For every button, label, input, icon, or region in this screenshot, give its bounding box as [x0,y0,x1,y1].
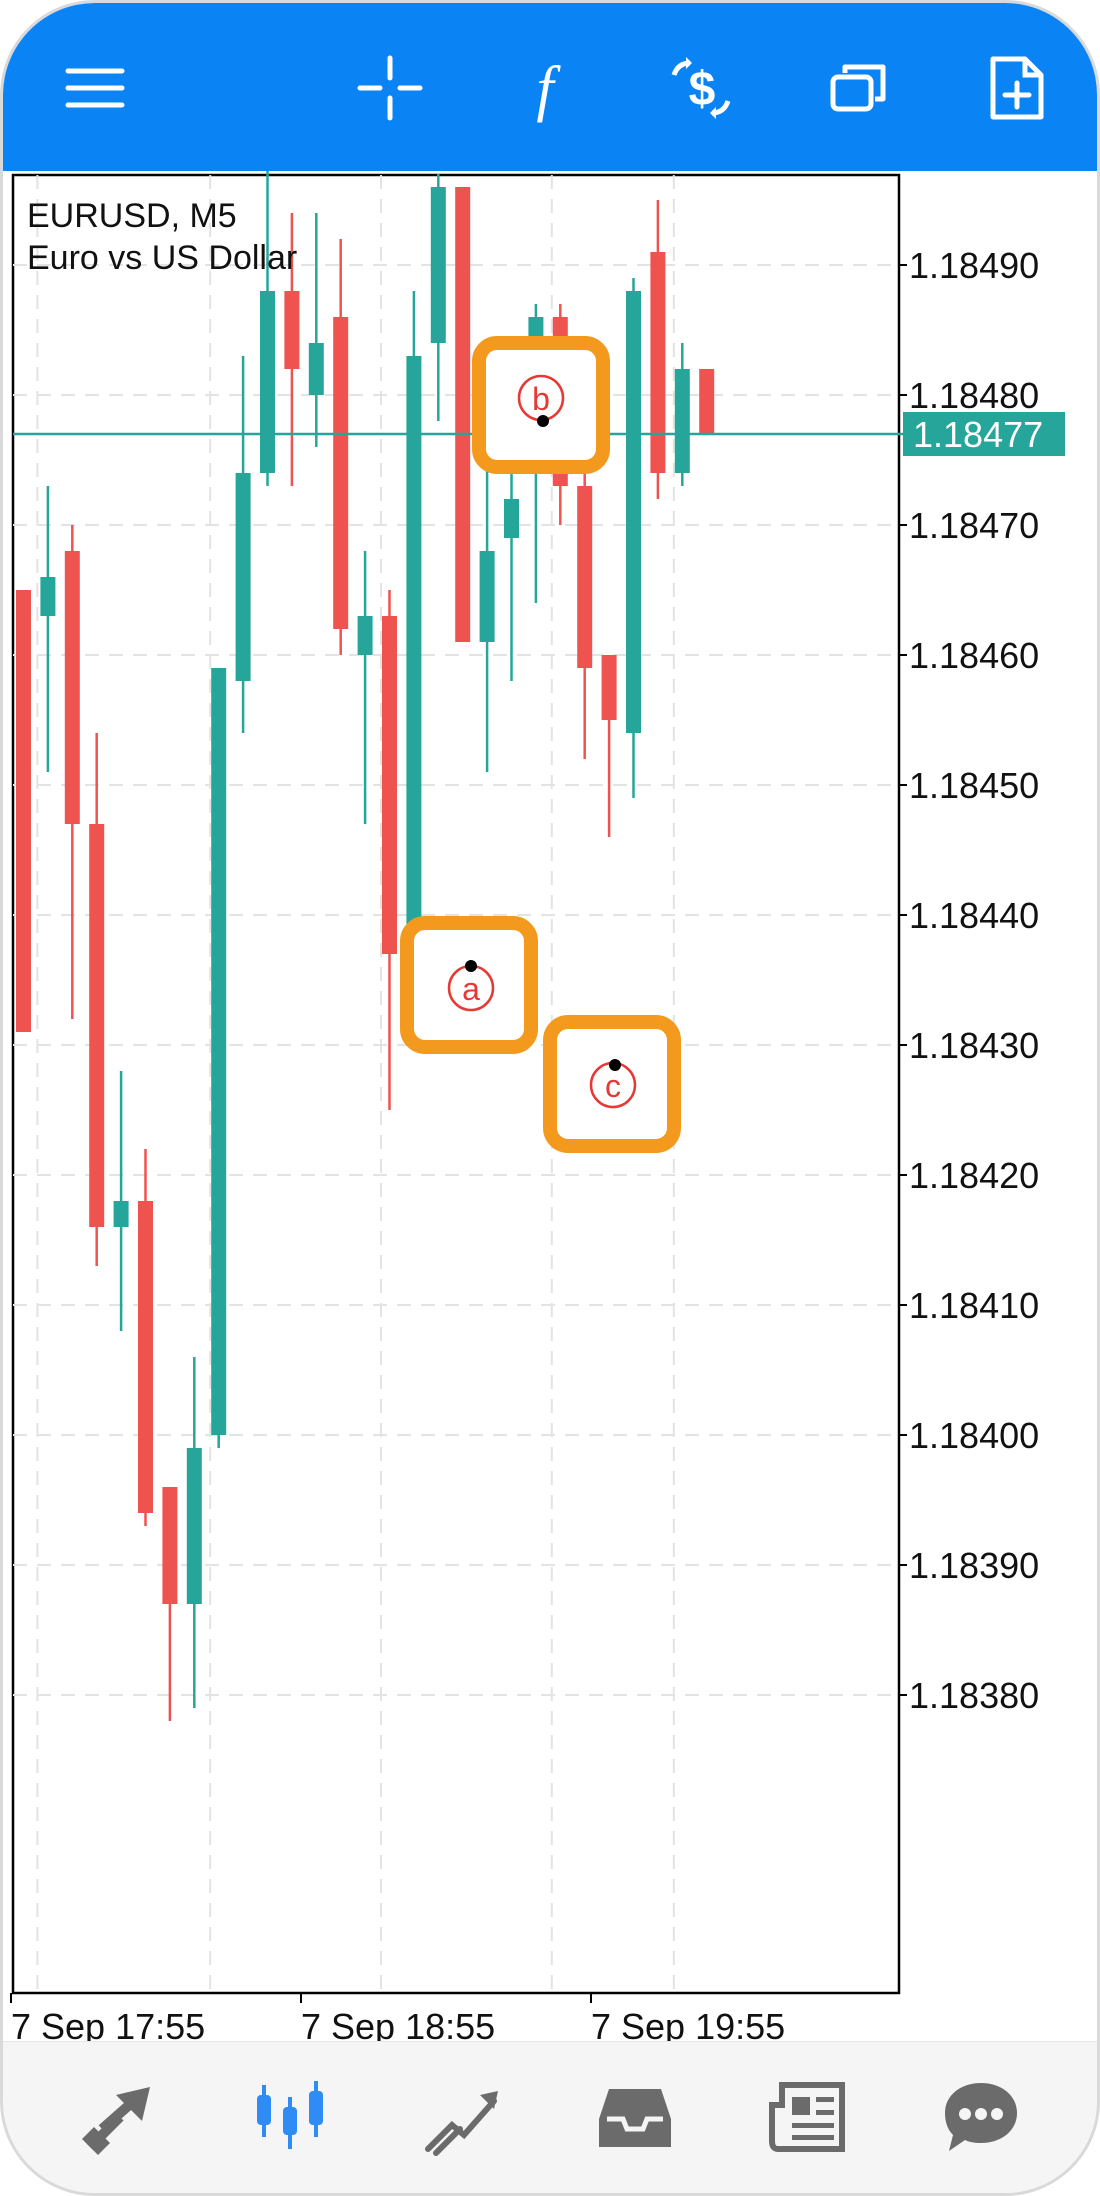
candle-body [89,824,105,1227]
current-price-label: 1.18477 [913,414,1043,455]
chart-info: EURUSD, M5 Euro vs US Dollar [27,195,297,279]
y-tick-label: 1.18400 [909,1415,1039,1456]
anchor-dot-a [465,960,477,972]
candle-body [113,1201,129,1227]
y-tick-label: 1.18490 [909,245,1039,286]
history-icon[interactable] [580,2062,690,2172]
candle-body [479,551,495,642]
svg-text:f: f [536,55,561,123]
symbol-timeframe: EURUSD, M5 [27,197,237,235]
x-tick-label: 7 Sep 19:55 [591,2006,785,2041]
highlight-box-a [400,916,538,1054]
chart-area[interactable]: 1.185001.184901.184801.184701.184601.184… [3,96,1097,2047]
candle-body [455,187,471,642]
y-tick-label: 1.18450 [909,765,1039,806]
anchor-dot-c [609,1059,621,1071]
new-order-icon[interactable] [971,43,1061,133]
trade-icon[interactable]: $ [656,43,746,133]
candlestick-chart[interactable]: 1.185001.184901.184801.184701.184601.184… [3,96,1097,2047]
top-toolbar: f $ [3,3,1097,171]
y-tick-label: 1.18380 [909,1675,1039,1716]
candle-body [40,577,56,616]
candle-body [138,1201,153,1513]
wave-label-c: c [605,1068,621,1104]
x-tick-label: 7 Sep 18:55 [301,2006,495,2041]
function-icon[interactable]: f [500,43,590,133]
candle-body [260,291,275,473]
wave-label-b: b [532,381,550,417]
candle-body [64,551,80,824]
quotes-icon[interactable] [65,2062,175,2172]
y-tick-label: 1.18460 [909,635,1039,676]
candle-body [504,499,519,538]
bottom-navigation [3,2041,1097,2193]
current-price-badge [903,412,1065,456]
y-tick-label: 1.18440 [909,895,1039,936]
crosshair-icon[interactable] [345,43,435,133]
candle-body [162,1487,178,1604]
candle-body [186,1448,202,1604]
candle-body [577,486,593,668]
candle-body [626,291,641,733]
windows-icon[interactable] [813,43,903,133]
anchor-dot-b [537,415,549,427]
candle-body [699,369,715,434]
candle-body [406,356,422,954]
highlight-box-b [472,336,610,474]
y-tick-label: 1.18410 [909,1285,1039,1326]
highlight-box-c [543,1015,681,1153]
y-tick-label: 1.18480 [909,375,1039,416]
y-tick-label: 1.18420 [909,1155,1039,1196]
candle-body [211,668,227,1435]
candle-body [674,369,690,473]
candle-body [308,343,324,395]
candle-body [382,616,397,954]
candle-body [16,590,31,1032]
candle-body [235,473,251,681]
wave-label-a: a [462,971,480,1007]
candle-body [601,655,617,720]
chart-icon[interactable] [236,2062,346,2172]
candle-body [284,291,300,369]
y-tick-label: 1.18470 [909,505,1039,546]
candle-body [333,317,349,629]
symbol-description: Euro vs US Dollar [27,239,298,277]
svg-text:$: $ [689,63,716,116]
candle-body [650,252,666,473]
chat-icon[interactable] [926,2062,1036,2172]
menu-icon[interactable] [50,43,140,133]
y-tick-label: 1.18430 [909,1025,1039,1066]
candle-body [430,187,446,343]
x-tick-label: 7 Sep 17:55 [11,2006,205,2041]
trade-icon[interactable] [407,2062,517,2172]
candle-body [357,616,373,655]
y-tick-label: 1.18390 [909,1545,1039,1586]
news-icon[interactable] [753,2062,863,2172]
